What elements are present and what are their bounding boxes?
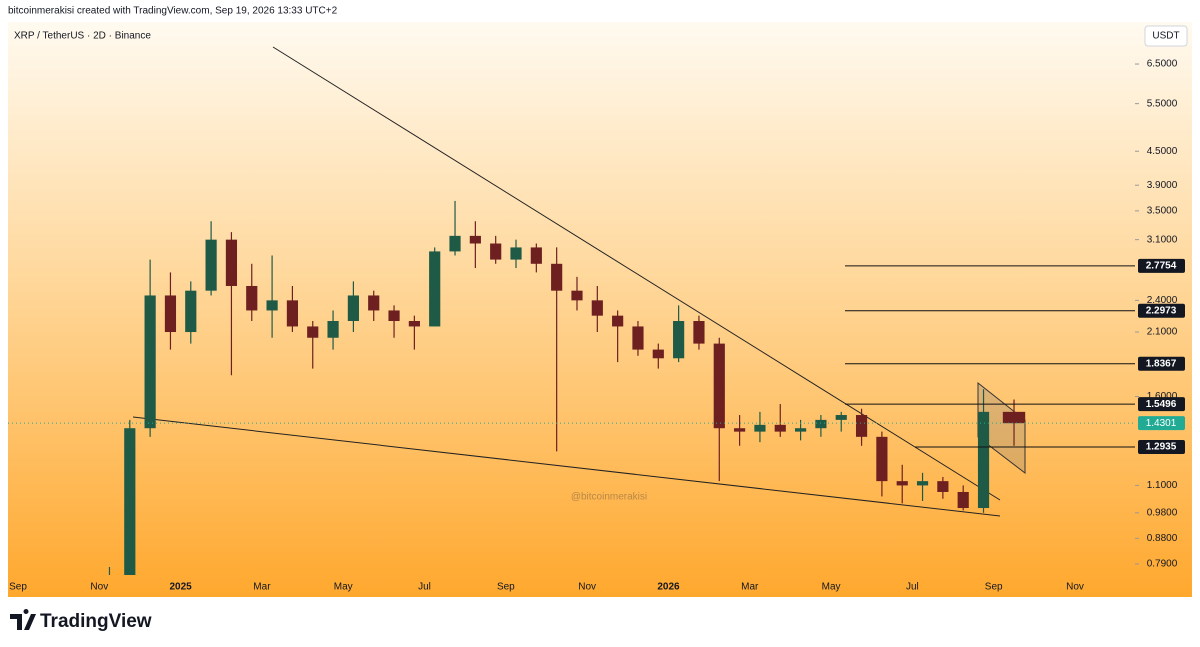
y-tick-label: 2.1000 [1147, 327, 1178, 338]
x-tick-label: 2025 [169, 582, 192, 593]
x-tick-label: Sep [9, 582, 27, 593]
x-tick-label: 2026 [657, 582, 680, 593]
candle-body [957, 491, 969, 509]
level-label-box [1138, 258, 1185, 273]
candle-body [876, 436, 888, 482]
candle-body [307, 326, 319, 338]
x-tick-label: Jul [906, 582, 919, 593]
trend-line [272, 46, 1001, 501]
candle-body [754, 424, 766, 432]
x-tick-label: Sep [985, 582, 1003, 593]
candle-body [774, 424, 786, 432]
y-tick-label: 0.7900 [1147, 559, 1178, 570]
candle-body [408, 320, 420, 327]
candle-body [388, 310, 400, 321]
y-tick-label: 3.5000 [1147, 206, 1178, 217]
candle-body [490, 243, 502, 260]
candle-body [916, 481, 929, 486]
level-label-box [1138, 356, 1185, 371]
candle-body [1002, 411, 1026, 424]
candle-body [429, 251, 441, 327]
x-tick-label: Nov [90, 582, 108, 593]
level-label: 2.7754 [1146, 261, 1177, 272]
candle-body [327, 320, 339, 338]
candle-body [612, 315, 624, 327]
author-line: bitcoinmerakisi created with TradingView… [8, 6, 338, 17]
x-tick-label: Sep [497, 582, 515, 593]
candle-body [469, 235, 481, 244]
y-tick-label: 4.5000 [1147, 146, 1178, 157]
symbol-title: XRP / TetherUS · 2D · Binance [14, 31, 151, 42]
trend-line [132, 416, 1001, 517]
currency: USDT [1152, 31, 1179, 42]
logo-mark [10, 608, 36, 630]
candle-body [530, 247, 542, 264]
candle-body [510, 247, 522, 260]
candle-body [652, 349, 664, 359]
x-tick-label: Nov [1066, 582, 1084, 593]
candle-body [286, 300, 299, 327]
level-label: 1.8367 [1146, 358, 1177, 369]
last-price-label: 1.4301 [1146, 418, 1177, 429]
watermark: @bitcoinmerakisi [571, 492, 647, 503]
y-tick-label: 0.8800 [1147, 533, 1178, 544]
y-tick-label: 2.4000 [1147, 295, 1178, 306]
candle-body [693, 320, 705, 344]
level-label: 2.2973 [1146, 305, 1177, 316]
candle-body [794, 428, 807, 432]
y-tick-label: 1.6000 [1147, 391, 1178, 402]
x-tick-label: Mar [253, 582, 271, 593]
candle-body [205, 239, 217, 291]
level-label-box [1138, 303, 1185, 318]
candle-body [185, 290, 197, 333]
candle-body [591, 300, 603, 316]
candle-body [571, 290, 583, 301]
candle-body [835, 415, 847, 420]
candle-body [632, 326, 644, 350]
candle-body [144, 295, 156, 429]
plot [108, 200, 1026, 575]
candle-body [673, 320, 685, 359]
level-label-box [1138, 439, 1185, 454]
candle-body [855, 415, 868, 437]
candle-body [164, 295, 177, 333]
x-tick-label: Jul [418, 582, 431, 593]
y-tick-label: 3.1000 [1147, 234, 1178, 245]
candle-body [347, 295, 359, 321]
brand: TradingView [40, 611, 152, 632]
x-tick-label: May [334, 582, 353, 593]
candle-body [246, 285, 258, 311]
y-tick-label: 1.1000 [1147, 480, 1178, 491]
candle-body [815, 419, 827, 429]
y-tick-label: 3.9000 [1147, 180, 1178, 191]
candle-body [977, 411, 990, 509]
level-label-box [1138, 397, 1185, 412]
candle-body [734, 428, 746, 432]
currency-box[interactable] [1144, 25, 1188, 47]
x-tick-label: Mar [741, 582, 759, 593]
candle-body [551, 263, 563, 291]
y-tick-label: 5.5000 [1147, 98, 1178, 109]
level-label: 1.2935 [1146, 442, 1177, 453]
x-tick-label: May [822, 582, 841, 593]
x-tick-label: Nov [578, 582, 596, 593]
candle-body [266, 300, 278, 311]
candle-body [937, 481, 949, 492]
y-tick-label: 6.5000 [1147, 59, 1178, 70]
last-price-box [1138, 416, 1185, 431]
candle-body [449, 235, 461, 252]
price-axis: 6.5000 5.5000 4.5000 3.9000 3.5000 3.1000 2.40… [1135, 59, 1185, 570]
candle-body [713, 343, 725, 429]
candle-body [896, 481, 908, 486]
level-label: 1.5496 [1146, 399, 1177, 410]
candle-body [225, 239, 238, 286]
candle-body [368, 295, 380, 311]
candle-body [124, 428, 136, 575]
footer-logo [10, 608, 36, 630]
y-tick-label: 0.9800 [1147, 507, 1178, 518]
